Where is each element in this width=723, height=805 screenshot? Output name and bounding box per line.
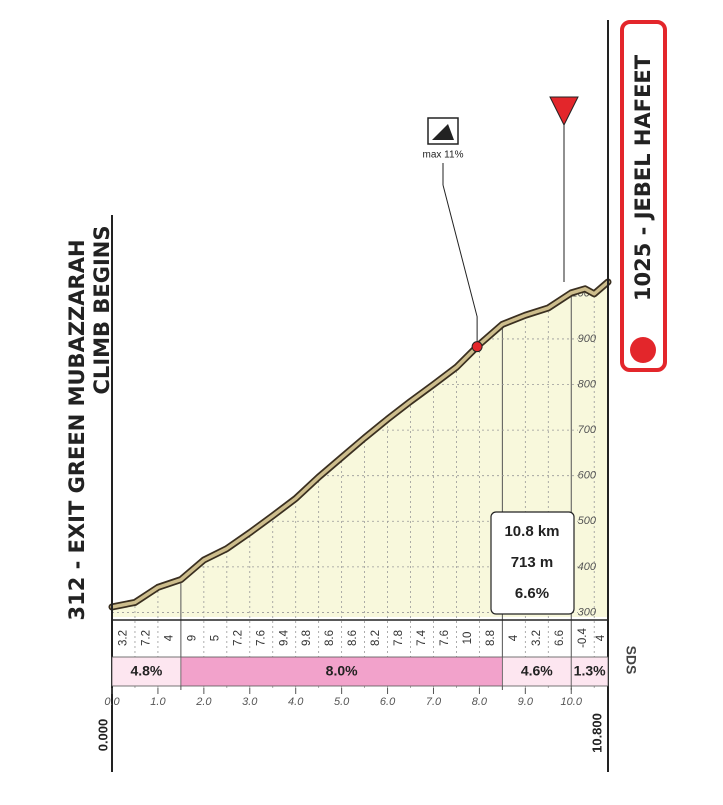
segment-grade: 7.8 <box>393 630 405 646</box>
x-tick-label: 3.0 <box>242 696 258 708</box>
grade-band-label: 1.3% <box>574 663 606 679</box>
segment-grade: 3.2 <box>531 630 543 646</box>
y-tick-label: 900 <box>578 333 597 345</box>
finish-triangle <box>549 96 579 127</box>
segment-grade: 8.8 <box>485 630 497 646</box>
segment-grade: 10 <box>462 632 474 645</box>
summary-distance: 10.8 km <box>504 523 559 540</box>
y-tick-label: 500 <box>578 515 597 527</box>
segment-grade: 4 <box>595 634 607 641</box>
segment-grade: 8.2 <box>370 630 382 646</box>
x-tick-label: 5.0 <box>334 696 350 708</box>
grade-band-label: 4.6% <box>521 663 553 679</box>
grade-band-label: 4.8% <box>130 663 162 679</box>
start-label: 312 - EXIT GREEN MUBAZZARAH <box>65 239 89 620</box>
grade-band <box>570 656 609 687</box>
segment-grade: 8.6 <box>324 630 336 646</box>
start-sublabel: CLIMB BEGINS <box>90 226 114 395</box>
segment-grade: 3.2 <box>118 630 130 646</box>
y-tick-label: 600 <box>578 470 597 482</box>
dist-start: 0.000 <box>95 719 110 752</box>
segment-grade: 6.6 <box>554 630 566 646</box>
chart-title: 1025 - JEBEL HAFEET <box>631 54 655 301</box>
y-tick-label: 400 <box>578 561 597 573</box>
dist-end: 10.800 <box>589 713 604 753</box>
finish-icon <box>630 337 656 363</box>
segment-grade: 7.6 <box>255 630 267 646</box>
y-tick-label: 800 <box>578 378 597 390</box>
max-label: max 11% <box>423 150 464 161</box>
x-tick-label: 4.0 <box>288 696 304 708</box>
segment-grade: 5 <box>209 635 221 641</box>
x-tick-label: 8.0 <box>472 696 488 708</box>
x-tick-label: 0.0 <box>104 696 120 708</box>
segment-grade: 7.4 <box>416 629 428 646</box>
summary-gain: 713 m <box>511 554 554 571</box>
x-tick-label: 1.0 <box>150 696 166 708</box>
segment-grade: 9.8 <box>301 630 313 646</box>
x-tick-label: 10.0 <box>561 696 583 708</box>
y-tick-label: 700 <box>578 424 597 436</box>
x-tick-label: 7.0 <box>426 696 442 708</box>
area <box>112 281 608 617</box>
profile-line <box>110 280 610 609</box>
segment-grade: 7.2 <box>232 630 244 646</box>
finish-box <box>620 20 667 372</box>
segment-grade: 4 <box>163 634 175 641</box>
mask <box>112 254 608 607</box>
segment-grade: 8.6 <box>347 630 359 646</box>
max-icon <box>432 124 454 140</box>
summary-box <box>490 511 575 615</box>
max-pointer-line <box>442 184 478 347</box>
x-tick-label: 6.0 <box>380 696 396 708</box>
segment-grade: 7.6 <box>439 630 451 646</box>
segment-grade: 9 <box>186 635 198 641</box>
segment-grade: 7.2 <box>140 630 152 646</box>
logo: SDS <box>623 646 639 675</box>
segment-grade: 4 <box>508 634 520 641</box>
grade-band-label: 8.0% <box>326 663 358 679</box>
grade-band <box>111 656 182 687</box>
y-tick-label: 300 <box>578 606 597 618</box>
x-tick-label: 9.0 <box>518 696 534 708</box>
summary-average: 6.6% <box>515 585 549 602</box>
segment-grade: -0.4 <box>577 627 589 647</box>
segment-grade: 9.4 <box>278 629 290 646</box>
max-point <box>471 341 483 353</box>
x-tick-label: 2.0 <box>195 696 212 708</box>
